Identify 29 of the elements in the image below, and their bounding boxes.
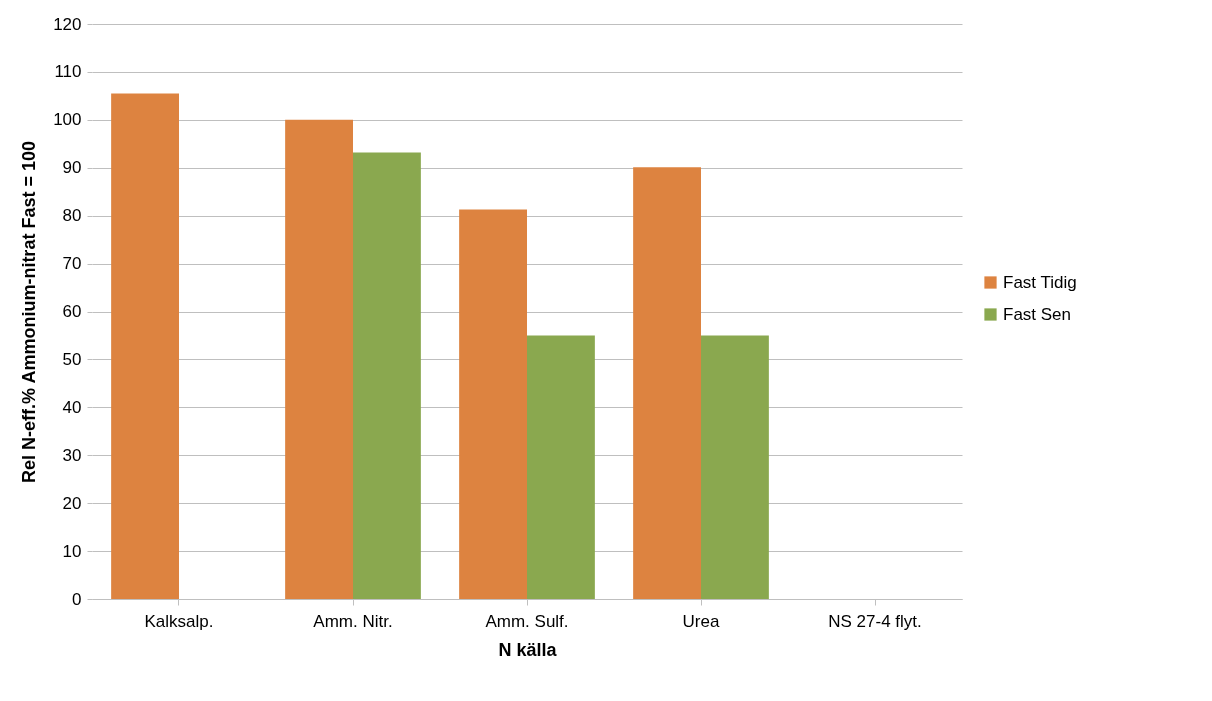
x-axis-title: N källa [498,639,558,660]
bar [527,335,595,599]
x-tick-label: Kalksalp. [144,611,214,631]
legend-label: Fast Tidig [1003,272,1077,292]
y-tick-label: 100 [53,110,82,130]
x-tick-label: Urea [682,611,720,631]
bar [701,335,769,599]
y-tick-label: 90 [62,158,82,178]
y-tick-label: 50 [62,349,82,369]
y-tick-label: 80 [62,206,82,226]
bar [633,167,701,599]
x-tick-label: NS 27-4 flyt. [828,611,922,631]
y-tick-label: 10 [62,541,82,561]
y-tick-label: 30 [62,445,82,465]
y-tick-label: 40 [62,397,82,417]
bar [353,152,421,599]
x-tick-label: Amm. Sulf. [485,611,569,631]
y-tick-label: 60 [62,302,82,321]
y-tick-label: 20 [62,493,82,513]
bar [111,93,179,599]
y-axis-title: Rel N-eff.% Ammonium-nitrat Fast = 100 [19,141,40,483]
legend-label: Fast Sen [1003,304,1072,324]
y-tick-label: 0 [72,589,82,609]
bar [285,119,353,599]
bar [459,209,527,599]
y-tick-label: 110 [54,62,82,82]
y-tick-label: 70 [62,254,82,274]
y-tick-label: 120 [53,14,82,34]
x-tick-label: Amm. Nitr. [313,611,393,631]
